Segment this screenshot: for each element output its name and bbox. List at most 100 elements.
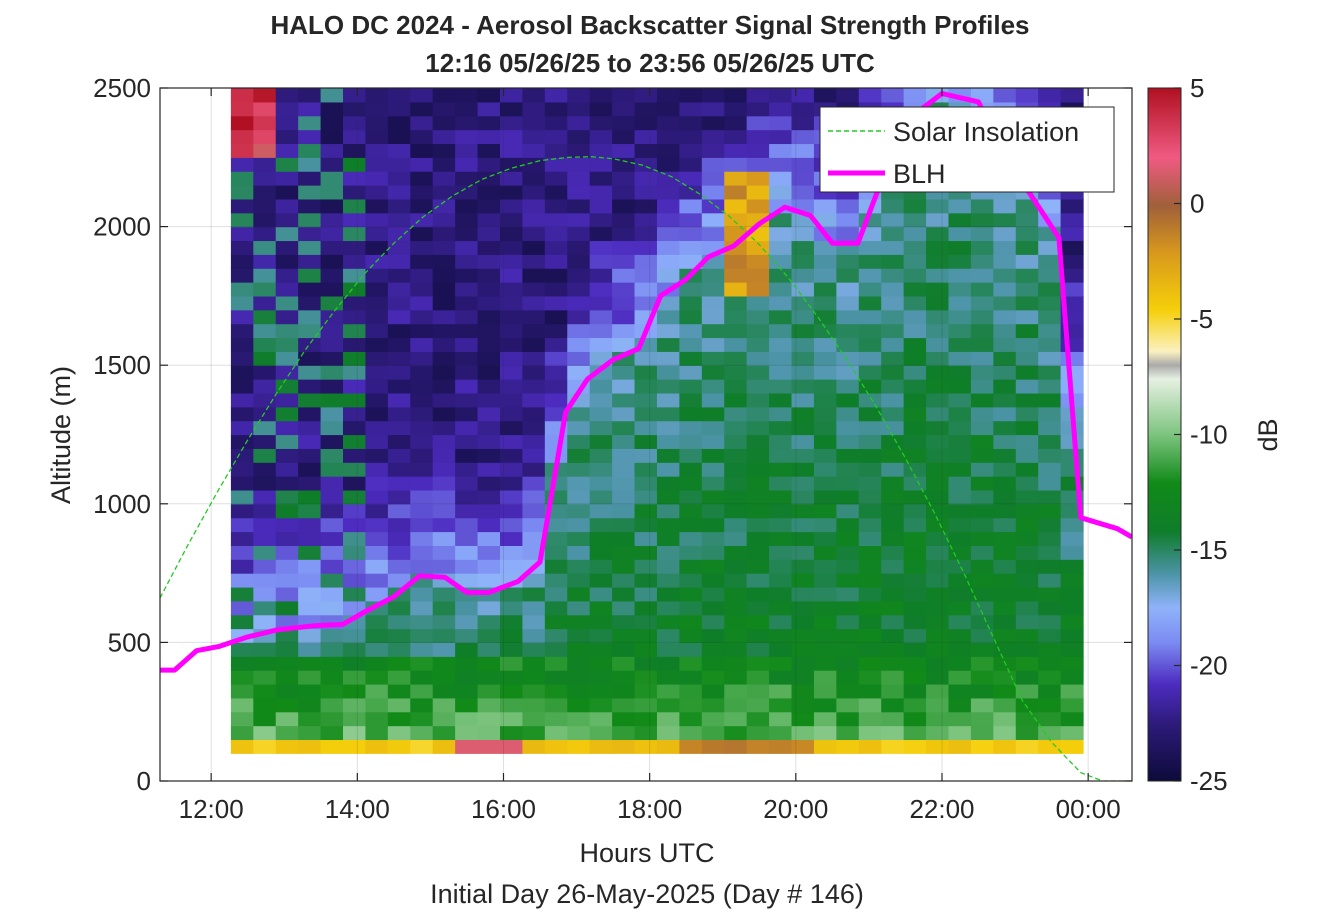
heatmap-cell xyxy=(881,600,905,616)
heatmap-cell xyxy=(365,697,389,713)
heatmap-cell xyxy=(410,379,434,394)
heatmap-cell xyxy=(948,642,972,657)
heatmap-cell xyxy=(679,711,703,727)
heatmap-cell xyxy=(410,198,434,214)
heatmap-cell xyxy=(499,198,524,214)
heatmap-cell xyxy=(634,379,658,394)
heatmap-cell xyxy=(477,420,501,436)
heatmap-cell xyxy=(634,503,658,519)
heatmap-cell xyxy=(769,171,793,186)
heatmap-cell xyxy=(791,309,815,325)
heatmap-cell xyxy=(948,282,972,297)
heatmap-cell xyxy=(343,115,367,131)
heatmap-cell xyxy=(1060,268,1084,283)
heatmap-cell xyxy=(679,642,703,657)
heatmap-cell xyxy=(769,392,793,408)
heatmap-cell xyxy=(612,115,636,131)
heatmap-cell xyxy=(477,476,501,491)
heatmap-cell xyxy=(387,628,411,643)
heatmap-cell xyxy=(432,642,456,657)
heatmap-cell xyxy=(679,434,703,449)
heatmap-cell xyxy=(387,600,411,616)
heatmap-cell xyxy=(410,476,434,491)
heatmap-cell xyxy=(544,101,568,117)
heatmap-cell xyxy=(275,420,299,436)
heatmap-cell xyxy=(522,309,546,325)
heatmap-cell xyxy=(612,573,636,588)
heatmap-cell xyxy=(769,545,793,560)
heatmap-cell xyxy=(387,240,411,255)
heatmap-cell xyxy=(320,642,344,657)
heatmap-cell xyxy=(567,226,591,242)
heatmap-cell xyxy=(567,351,591,366)
heatmap-cell xyxy=(387,268,411,283)
heatmap-cell xyxy=(724,656,748,671)
heatmap-cell xyxy=(1060,282,1084,297)
heatmap-cell xyxy=(791,711,815,727)
heatmap-cell xyxy=(903,586,927,602)
heatmap-cell xyxy=(499,88,524,103)
heatmap-cell xyxy=(387,656,411,671)
heatmap-cell xyxy=(522,212,546,228)
heatmap-cell xyxy=(903,406,927,422)
heatmap-cell xyxy=(365,365,389,380)
heatmap-cell xyxy=(970,226,994,242)
heatmap-cell xyxy=(993,670,1017,685)
heatmap-cell xyxy=(881,434,905,449)
heatmap-cell xyxy=(298,739,322,754)
heatmap-cell xyxy=(275,489,299,505)
heatmap-cell xyxy=(903,476,927,491)
heatmap-cell xyxy=(701,88,725,103)
heatmap-cell xyxy=(1015,240,1039,255)
heatmap-cell xyxy=(320,337,344,352)
heatmap-cell xyxy=(455,711,479,727)
heatmap-cell xyxy=(567,489,591,505)
heatmap-cell xyxy=(970,531,994,546)
heatmap-cell xyxy=(701,476,725,491)
heatmap-cell xyxy=(836,392,860,408)
heatmap-cell xyxy=(522,198,546,214)
heatmap-cell xyxy=(275,240,299,255)
heatmap-cell xyxy=(567,240,591,255)
heatmap-cell xyxy=(948,739,972,754)
heatmap-cell xyxy=(701,226,725,242)
heatmap-cell xyxy=(679,240,703,255)
heatmap-cell xyxy=(813,309,837,325)
heatmap-cell xyxy=(365,670,389,685)
heatmap-cell xyxy=(993,448,1017,463)
heatmap-cell xyxy=(343,503,367,519)
heatmap-cell xyxy=(522,295,546,311)
heatmap-cell xyxy=(881,254,905,269)
heatmap-cell xyxy=(903,282,927,297)
heatmap-cell xyxy=(634,725,658,741)
heatmap-cell xyxy=(253,517,277,533)
heatmap-cell xyxy=(679,88,703,103)
heatmap-cell xyxy=(970,323,994,339)
heatmap-cell xyxy=(903,198,927,214)
heatmap-cell xyxy=(926,462,950,477)
heatmap-cell xyxy=(612,683,636,699)
heatmap-cell xyxy=(320,268,344,283)
x-tick-label: 16:00 xyxy=(471,794,536,824)
heatmap-cell xyxy=(970,586,994,602)
heatmap-cell xyxy=(813,670,837,685)
heatmap-cell xyxy=(679,614,703,630)
heatmap-cell xyxy=(567,725,591,741)
heatmap-cell xyxy=(836,295,860,311)
heatmap-cell xyxy=(746,157,770,172)
heatmap-cell xyxy=(1038,697,1062,713)
heatmap-cell xyxy=(679,462,703,477)
heatmap-cell xyxy=(724,323,748,339)
heatmap-cell xyxy=(298,628,322,643)
heatmap-cell xyxy=(926,268,950,283)
heatmap-cell xyxy=(634,697,658,713)
heatmap-cell xyxy=(253,282,277,297)
heatmap-cell xyxy=(589,434,613,449)
heatmap-cell xyxy=(926,711,950,727)
heatmap-cell xyxy=(836,198,860,214)
heatmap-cell xyxy=(230,282,254,297)
heatmap-cell xyxy=(903,309,927,325)
heatmap-cell xyxy=(993,212,1017,228)
heatmap-cell xyxy=(499,600,524,616)
heatmap-cell xyxy=(320,656,344,671)
